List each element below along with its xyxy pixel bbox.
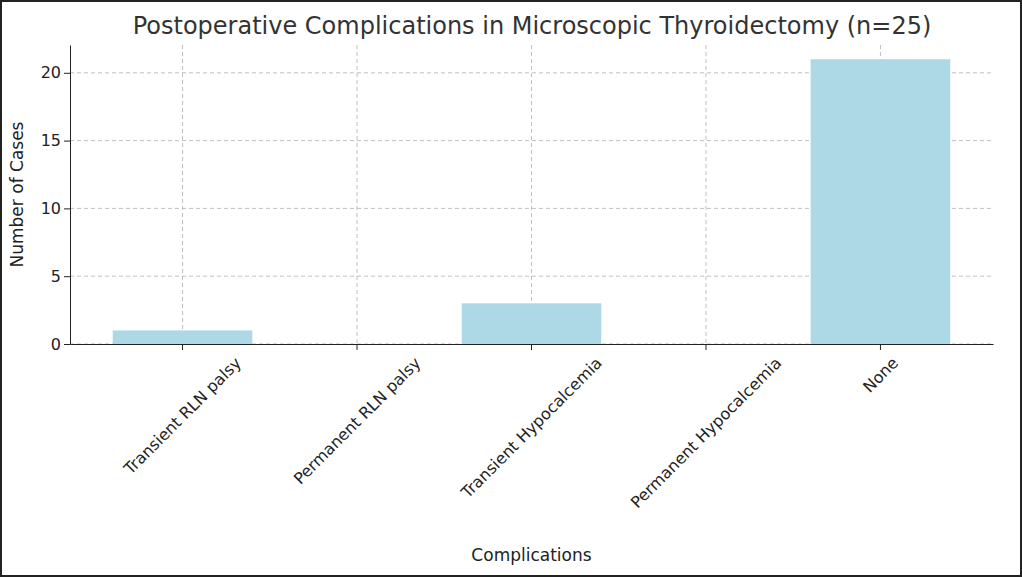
tick: 10 xyxy=(41,199,70,218)
tick-mark xyxy=(357,344,358,350)
tick: 15 xyxy=(41,131,70,150)
grid-line xyxy=(357,45,358,344)
tick: 20 xyxy=(41,63,70,82)
x-axis: Transient RLN palsy Permanent RLN palsyTr… xyxy=(71,344,994,512)
x-axis-title: Complications xyxy=(471,545,591,565)
tick-label: 20 xyxy=(41,63,61,82)
grid-line xyxy=(182,45,183,344)
y-axis-title: Number of Cases xyxy=(7,121,27,267)
tick-mark xyxy=(705,344,706,350)
bars xyxy=(113,59,951,344)
tick-mark xyxy=(182,344,183,350)
bar xyxy=(811,59,951,344)
tick-mark xyxy=(880,344,881,350)
tick-mark xyxy=(64,344,70,345)
tick-mark xyxy=(64,208,70,209)
tick: 5 xyxy=(51,267,70,286)
tick-label: Transient Hypocalcemia xyxy=(457,353,606,502)
tick-mark xyxy=(64,276,70,277)
tick-label: 15 xyxy=(41,131,61,150)
tick-mark xyxy=(64,73,70,74)
bar xyxy=(287,344,427,345)
tick-label: Transient RLN palsy xyxy=(120,353,245,478)
plot: 0 5 10 15 20 Transient RLN palsy Permanent RLN… xyxy=(41,45,994,512)
grid xyxy=(70,45,993,344)
tick-label: 5 xyxy=(51,267,61,286)
tick-label: None xyxy=(859,353,902,396)
bar xyxy=(636,344,776,345)
axis-line xyxy=(70,46,71,345)
grid-line xyxy=(705,45,706,344)
tick-label: Permanent RLN palsy xyxy=(290,353,425,488)
title: Postoperative Complications in Microscop… xyxy=(133,12,932,40)
frame xyxy=(1,1,1021,576)
tick-label: 10 xyxy=(41,199,61,218)
tick: None xyxy=(859,344,902,396)
tick: Permanent Hypocalcemia xyxy=(627,344,785,512)
tick: 0 xyxy=(51,335,70,354)
tick-label: 0 xyxy=(51,335,61,354)
tick-label: Permanent Hypocalcemia xyxy=(627,353,785,511)
bar xyxy=(113,330,253,344)
tick: Transient RLN palsy xyxy=(120,344,245,479)
bar xyxy=(462,303,602,344)
tick: Transient Hypocalcemia xyxy=(457,344,606,503)
tick-mark xyxy=(531,344,532,350)
y-axis: 0 5 10 15 20 xyxy=(41,46,71,354)
tick-mark xyxy=(64,141,70,142)
grid-line xyxy=(531,45,532,344)
tick: Permanent RLN palsy xyxy=(290,344,425,488)
